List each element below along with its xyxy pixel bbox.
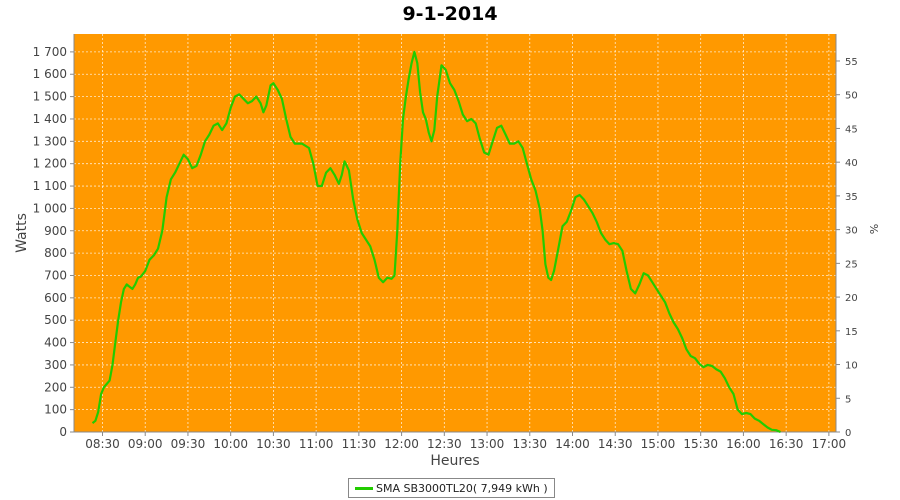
y2-tick-label: 55 (845, 57, 858, 68)
y-tick-label: 1 500 (33, 90, 67, 104)
x-tick-label: 09:30 (171, 437, 206, 451)
x-tick-label: 11:00 (299, 437, 334, 451)
x-tick-label: 15:00 (641, 437, 676, 451)
y2-tick-label: 20 (845, 293, 858, 304)
y-tick-label: 1 400 (33, 112, 67, 126)
x-tick-label: 11:30 (342, 437, 377, 451)
x-tick-label: 17:00 (812, 437, 847, 451)
y2-tick-label: 45 (845, 124, 858, 135)
y-tick-label: 900 (44, 224, 67, 238)
legend-label: SMA SB3000TL20( 7,949 kWh ) (376, 481, 548, 495)
y-tick-label: 1 300 (33, 134, 67, 148)
y-tick-label: 1 600 (33, 67, 67, 81)
y-tick-label: 800 (44, 246, 67, 260)
x-tick-label: 12:30 (427, 437, 462, 451)
y2-tick-label: 5 (845, 394, 851, 405)
x-tick-label: 10:30 (256, 437, 291, 451)
x-tick-label: 13:30 (512, 437, 547, 451)
y-axis-title: Watts (14, 213, 30, 253)
x-axis-title: Heures (430, 453, 479, 469)
axes (70, 34, 840, 436)
y2-tick-label: 10 (845, 361, 858, 372)
series-line (91, 50, 781, 434)
y-tick-label: 200 (44, 380, 67, 394)
legend-swatch (355, 486, 373, 490)
y-tick-label: 0 (59, 425, 67, 439)
y2-tick-label: 40 (845, 158, 858, 169)
y-tick-label: 1 100 (33, 179, 67, 193)
series-layer (91, 50, 781, 434)
y2-tick-label: 50 (845, 91, 858, 102)
y-tick-label: 1 700 (33, 45, 67, 59)
x-tick-label: 08:30 (85, 437, 120, 451)
y2-tick-label: 0 (845, 428, 851, 439)
y-tick-label: 700 (44, 268, 67, 282)
chart-title: 9-1-2014 (402, 3, 498, 25)
y-tick-label: 400 (44, 336, 67, 350)
x-tick-label: 13:00 (470, 437, 505, 451)
x-tick-label: 12:00 (384, 437, 419, 451)
y2-tick-label: 30 (845, 226, 858, 237)
x-tick-label: 16:00 (726, 437, 761, 451)
y-tick-label: 500 (44, 313, 67, 327)
x-tick-label: 16:30 (769, 437, 804, 451)
y-tick-label: 100 (44, 403, 67, 417)
y-tick-label: 1 200 (33, 157, 67, 171)
legend: SMA SB3000TL20( 7,949 kWh ) (348, 478, 555, 498)
y-tick-label: 600 (44, 291, 67, 305)
x-tick-label: 14:00 (555, 437, 590, 451)
y-tick-label: 1 000 (33, 201, 67, 215)
y2-axis-title: % (867, 224, 880, 234)
x-tick-label: 14:30 (598, 437, 633, 451)
x-tick-label: 15:30 (683, 437, 718, 451)
y-tick-label: 300 (44, 358, 67, 372)
y2-tick-label: 25 (845, 259, 858, 270)
grid-lines (74, 34, 836, 433)
x-tick-label: 10:00 (213, 437, 248, 451)
y2-tick-label: 35 (845, 192, 858, 203)
x-tick-label: 09:00 (128, 437, 163, 451)
y2-tick-label: 15 (845, 327, 858, 338)
